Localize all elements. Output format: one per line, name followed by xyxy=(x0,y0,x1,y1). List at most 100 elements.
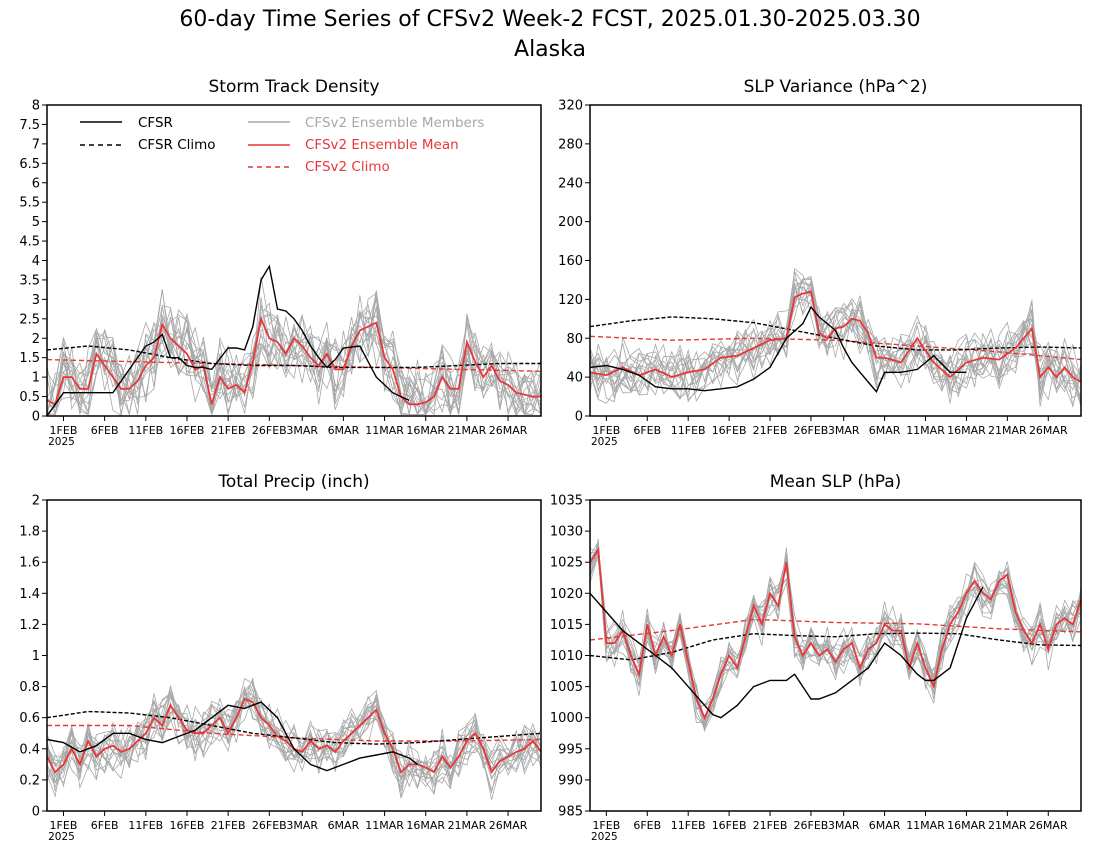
x-tick-label: 26MAR xyxy=(1029,424,1068,437)
ensemble-member-line xyxy=(47,692,541,793)
ensemble-member-line xyxy=(590,555,1081,725)
x-tick-label: 26MAR xyxy=(489,819,528,832)
panel-storm-track-density: Storm Track Density 0 0.5 1 1.5 2 2.5 3 3.5 4 4.5 5… xyxy=(19,77,542,448)
y-tick-label: 0 xyxy=(575,410,583,425)
y-tick-label: 40 xyxy=(566,371,583,386)
ensemble-member-line xyxy=(590,292,1081,404)
y-tick-label: 0.2 xyxy=(19,773,40,788)
series-line-cfsr-climo xyxy=(47,710,541,745)
y-tick-label: 3.5 xyxy=(19,273,40,288)
x-tick-label: 21FEB xyxy=(211,424,246,437)
plot-lines xyxy=(47,677,541,800)
x-tick-year: 2025 xyxy=(591,831,618,843)
y-tick-label: 3 xyxy=(32,293,40,308)
y-tick-label: 200 xyxy=(558,215,583,230)
x-tick-label: 1FEB xyxy=(50,424,78,437)
x-tick-label: 6MAR xyxy=(869,424,901,437)
y-tick-label: 1.6 xyxy=(19,556,40,571)
y-tick-label: 240 xyxy=(558,176,583,191)
y-tick-label: 160 xyxy=(558,254,583,269)
x-tick-label: 6FEB xyxy=(633,819,661,832)
x-tick-label: 6FEB xyxy=(91,819,119,832)
plot-lines xyxy=(590,267,1081,408)
legend-label-members: CFSv2 Ensemble Members xyxy=(305,115,484,131)
y-tick-label: 1 xyxy=(32,371,40,386)
x-tick-label: 26FEB xyxy=(252,424,287,437)
x-tick-label: 16MAR xyxy=(947,819,986,832)
y-tick-label: 7.5 xyxy=(19,118,40,133)
ensemble-member-line xyxy=(47,309,541,416)
y-tick-label: 1.2 xyxy=(19,618,40,633)
series-line-ens-mean xyxy=(47,315,541,406)
y-tick-label: 320 xyxy=(558,99,583,114)
x-tick-label: 16FEB xyxy=(170,424,205,437)
series-line-cfsv2-climo xyxy=(47,358,541,372)
panel-title: Mean SLP (hPa) xyxy=(770,472,902,492)
legend-label-cfsr: CFSR xyxy=(138,115,173,131)
series-line-cfsr-climo xyxy=(590,632,1081,661)
x-tick-year: 2025 xyxy=(48,831,75,843)
ensemble-member-line xyxy=(590,284,1081,407)
x-tick-label: 11MAR xyxy=(365,424,404,437)
page-subtitle: Alaska xyxy=(514,37,586,62)
x-tick-label: 21MAR xyxy=(988,424,1027,437)
y-tick-label: 1020 xyxy=(550,587,583,602)
y-tick-label: 8 xyxy=(32,99,40,114)
panel-title: SLP Variance (hPa^2) xyxy=(744,77,928,97)
panel-slp-variance: SLP Variance (hPa^2) 0 40 80 120 160 200 240 280… xyxy=(558,77,1082,448)
ensemble-member-line xyxy=(47,684,541,795)
y-tick-label: 1035 xyxy=(550,494,583,509)
ensemble-member-line xyxy=(47,678,541,788)
y-tick-label: 985 xyxy=(558,805,583,820)
y-tick-label: 1010 xyxy=(550,649,583,664)
x-tick-label: 21MAR xyxy=(988,819,1027,832)
x-tick-label: 6FEB xyxy=(91,424,119,437)
x-tick-label: 1FEB xyxy=(592,819,620,832)
x-tick-label: 6FEB xyxy=(633,424,661,437)
series-line-ens-mean xyxy=(590,290,1081,383)
ensemble-member-line xyxy=(47,289,541,416)
x-tick-label: 6MAR xyxy=(328,819,360,832)
series-line-cfsv2-climo xyxy=(590,618,1081,641)
x-tick-label: 11FEB xyxy=(128,424,163,437)
y-tick-label: 995 xyxy=(558,742,583,757)
y-tick-label: 6.5 xyxy=(19,157,40,172)
ensemble-member-line xyxy=(590,278,1081,396)
y-tick-label: 1030 xyxy=(550,525,583,540)
y-tick-label: 5 xyxy=(32,215,40,230)
ensemble-member-line xyxy=(47,681,541,799)
x-tick-label: 21FEB xyxy=(753,424,788,437)
x-tick-label: 3MAR xyxy=(286,424,318,437)
x-tick-label: 26FEB xyxy=(794,819,829,832)
x-tick-label: 1FEB xyxy=(50,819,78,832)
legend-label-ens-mean: CFSv2 Ensemble Mean xyxy=(305,137,459,153)
x-tick-label: 11MAR xyxy=(906,819,945,832)
series-line-cfsr xyxy=(590,305,967,394)
x-tick-label: 26MAR xyxy=(489,424,528,437)
y-tick-label: 6 xyxy=(32,176,40,191)
y-tick-label: 1015 xyxy=(550,618,583,633)
plot-lines xyxy=(590,538,1081,732)
ensemble-member-line xyxy=(47,685,541,790)
y-tick-label: 0.4 xyxy=(19,742,40,757)
x-tick-label: 21MAR xyxy=(448,424,487,437)
ensemble-member-line xyxy=(590,280,1081,401)
y-tick-label: 4.5 xyxy=(19,235,40,250)
y-tick-label: 4 xyxy=(32,254,40,269)
y-tick-label: 5.5 xyxy=(19,196,40,211)
y-tick-label: 0 xyxy=(32,410,40,425)
x-tick-label: 21MAR xyxy=(448,819,487,832)
panel-total-precip: Total Precip (inch) 0 0.2 0.4 0.6 0.8 1 1.2 1.4 1… xyxy=(19,472,542,843)
ensemble-member-line xyxy=(590,275,1081,407)
y-tick-label: 7 xyxy=(32,137,40,152)
y-tick-label: 0.6 xyxy=(19,711,40,726)
ensemble-member-line xyxy=(590,555,1081,717)
plot-lines xyxy=(47,264,541,416)
panel-title: Storm Track Density xyxy=(208,77,379,97)
y-tick-label: 0.5 xyxy=(19,390,40,405)
x-tick-label: 11FEB xyxy=(671,819,706,832)
panel-mean-slp: Mean SLP (hPa) 985 990 995 1000 1005 1010 1015 1… xyxy=(550,472,1082,843)
series-line-ens-mean xyxy=(590,547,1081,720)
x-tick-label: 11MAR xyxy=(365,819,404,832)
x-tick-label: 26FEB xyxy=(794,424,829,437)
